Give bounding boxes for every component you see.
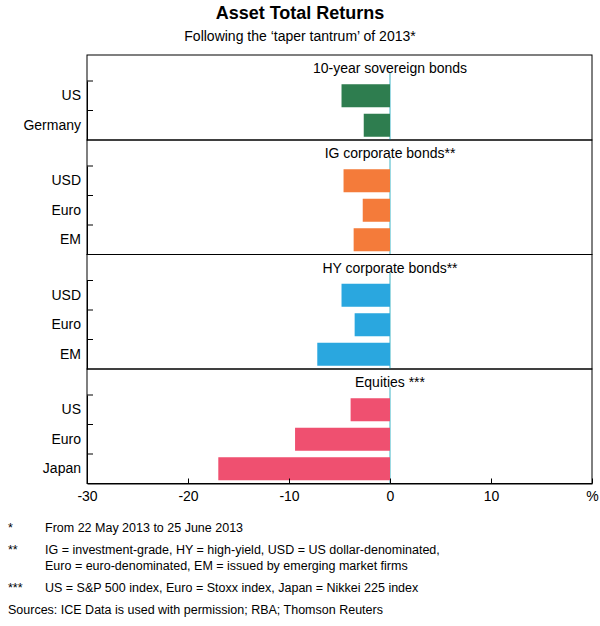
boundary-tick [87,395,93,396]
y-tick: Germany [23,117,87,133]
panel-frame [87,255,592,370]
x-tick-mark [188,479,189,484]
boundary-tick [87,166,93,167]
y-axis: US Germany [23,82,87,141]
bar [295,428,390,451]
note-marker: *** [8,581,23,595]
y-tick-label: US [62,401,81,417]
x-tick: 10 [484,479,500,505]
panel-title: 10-year sovereign bonds [313,60,467,76]
y-tick-label: EM [60,346,81,362]
note-text: IG = investment-grade, HY = high-yield, … [45,543,440,557]
y-tick-label: Japan [43,460,81,476]
y-tick: USD [51,172,87,188]
y-tick: US [62,87,87,103]
x-tick-mark [87,479,88,484]
note-text: From 22 May 2013 to 25 June 2013 [45,521,243,535]
y-tick: EM [60,346,87,362]
note-text: Euro = euro-denominated, EM = issued by … [45,559,408,573]
x-tick-mark [491,479,492,484]
bar [342,84,390,107]
boundary-tick [87,280,93,281]
x-tick: -30 [77,479,97,505]
x-tick: % [586,479,598,505]
y-axis: USD Euro EM [51,281,87,370]
y-tick: Euro [51,316,87,332]
bars [342,84,390,137]
y-axis: USD Euro EM [51,167,87,256]
panel: Equities *** US Euro Japan -30 -20 -10 0 10% [43,369,599,504]
panel-frame [87,140,592,255]
chart: Asset Total Returns Following the ‘taper … [0,0,600,626]
x-tick-label: -10 [279,488,299,504]
x-tick-label: % [586,488,598,504]
bar [351,398,390,421]
panel-title: IG corporate bonds** [325,145,456,161]
panel-title: HY corporate bonds** [322,260,458,276]
panel-title: Equities *** [355,374,426,390]
y-tick: Euro [51,202,87,218]
bar [363,199,390,222]
panel-frame [87,55,592,140]
x-tick: -10 [279,479,299,505]
panel: IG corporate bonds** USD Euro EM [51,140,592,255]
y-axis: US Euro Japan [43,396,88,485]
y-tick-label: USD [51,172,81,188]
panel: HY corporate bonds** USD Euro EM [51,255,592,370]
x-tick: -20 [178,479,198,505]
note-marker: * [8,521,13,535]
y-axis-line [87,167,88,256]
y-tick-label: EM [60,231,81,247]
boundary-tick [87,81,93,82]
bar [354,228,390,251]
y-tick-label: US [62,87,81,103]
bars [317,284,390,366]
y-tick: EM [60,231,87,247]
bar [355,313,390,336]
panel-frame [87,369,592,484]
bar [364,114,390,137]
x-tick-mark [592,479,593,484]
title: Asset Total Returns [216,3,385,23]
x-axis: -30 -20 -10 0 10% [77,479,598,505]
x-tick-label: -20 [178,488,198,504]
x-tick-label: 10 [484,488,500,504]
bar [342,284,390,307]
y-tick-label: Euro [51,202,81,218]
bar [218,457,390,480]
y-tick: Euro [51,431,87,447]
y-axis-line [87,281,88,370]
subtitle: Following the ‘taper tantrum’ of 2013* [184,28,416,44]
y-tick: Japan [43,460,87,476]
y-tick-label: Euro [51,316,81,332]
bars [344,169,390,251]
x-tick-label: -30 [77,488,97,504]
sources: Sources: ICE Data is used with permissio… [8,603,383,617]
y-tick-label: Germany [23,117,81,133]
y-axis-line [87,82,88,141]
x-tick-label: 0 [387,488,395,504]
y-tick: US [62,401,87,417]
bar [344,169,390,192]
y-tick-label: USD [51,287,81,303]
x-tick-mark [289,479,290,484]
note-marker: ** [8,543,18,557]
x-tick: 0 [387,479,395,505]
y-tick: USD [51,287,87,303]
bars [218,398,390,480]
note-text: US = S&P 500 index, Euro = Stoxx index, … [45,581,419,595]
panel: 10-year sovereign bonds US Germany [23,55,592,141]
x-axis-line [88,484,593,485]
bar [317,343,390,366]
y-axis-line [87,396,88,485]
y-tick-label: Euro [51,431,81,447]
x-tick-mark [390,479,391,484]
